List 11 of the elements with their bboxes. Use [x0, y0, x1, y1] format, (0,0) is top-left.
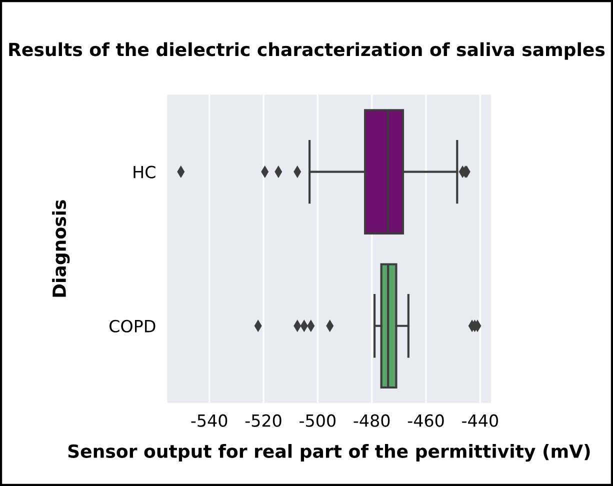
y-tick-label: HC — [134, 166, 156, 178]
x-tick-label: -520 — [245, 414, 282, 427]
x-tick-label: -540 — [191, 414, 228, 427]
x-tick-label: -460 — [408, 414, 444, 427]
y-axis-title: Diagnosis — [52, 200, 70, 297]
x-tick-label: -480 — [354, 414, 390, 427]
x-tick-label: -500 — [300, 414, 336, 427]
y-tick-label: COPD — [110, 320, 156, 332]
chart-title: Results of the dielectric characterization of saliva samples — [9, 42, 605, 60]
x-tick-label: -440 — [462, 414, 498, 427]
x-axis-title: Sensor output for real part of the permittivity (mV) — [68, 444, 590, 462]
